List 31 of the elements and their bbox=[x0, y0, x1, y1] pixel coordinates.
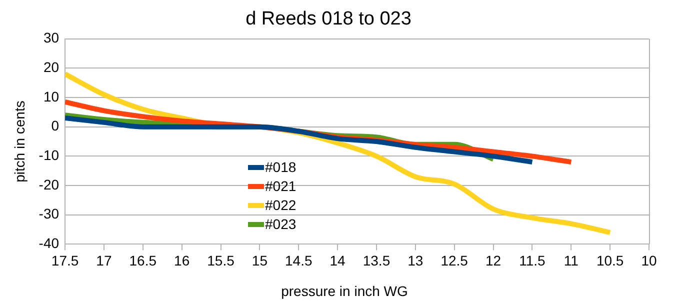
x-tick-label: 10.5 bbox=[596, 252, 624, 268]
x-tick-label: 15.5 bbox=[207, 252, 235, 268]
x-tick-label: 14 bbox=[330, 252, 346, 268]
x-tick-label: 13 bbox=[408, 252, 424, 268]
x-tick-label: 17 bbox=[96, 252, 112, 268]
legend-label: #022 bbox=[265, 196, 296, 215]
x-tick-label: 17.5 bbox=[51, 252, 79, 268]
x-tick-label: 14.5 bbox=[284, 252, 312, 268]
y-axis-title: pitch in cents bbox=[11, 100, 28, 182]
legend-label: #023 bbox=[265, 215, 296, 234]
x-tick-label: 11 bbox=[564, 252, 579, 268]
x-tick-label: 16 bbox=[174, 252, 190, 268]
y-tick-label: -20 bbox=[38, 176, 60, 192]
y-tick-label: -10 bbox=[38, 147, 60, 164]
x-tick-label: 12 bbox=[485, 252, 502, 268]
legend-label: #021 bbox=[265, 177, 296, 196]
y-tick-label: 20 bbox=[43, 59, 60, 75]
x-tick-label: 12.5 bbox=[440, 252, 468, 268]
y-tick-label: -40 bbox=[38, 235, 60, 252]
x-axis-title: pressure in inch WG bbox=[280, 283, 409, 299]
y-tick-label: 30 bbox=[43, 30, 60, 46]
x-tick-label: 11.5 bbox=[519, 252, 546, 268]
y-tick-label: 0 bbox=[51, 118, 60, 134]
x-tick-label: 16.5 bbox=[129, 252, 157, 268]
y-tick-label: -30 bbox=[38, 206, 60, 222]
x-tick-label: 10 bbox=[641, 252, 657, 268]
x-tick-label: 15 bbox=[252, 252, 268, 268]
chart-title: d Reeds 018 to 023 bbox=[246, 8, 412, 30]
y-tick-label: 10 bbox=[43, 88, 60, 104]
legend-label: #018 bbox=[265, 158, 296, 177]
x-tick-label: 13.5 bbox=[362, 252, 390, 268]
